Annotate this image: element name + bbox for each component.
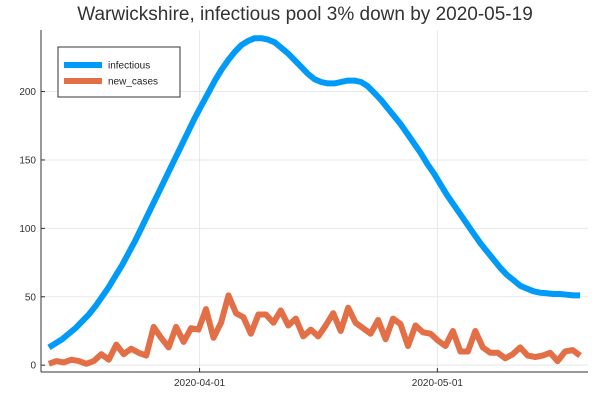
legend: infectious new_cases — [57, 46, 181, 98]
y-tick-label: 0 — [30, 361, 36, 372]
grid — [41, 30, 588, 372]
chart-title: Warwickshire, infectious pool 3% down by… — [77, 4, 533, 25]
y-tick-label: 100 — [19, 224, 36, 235]
y-ticks: 0 50 100 150 200 — [19, 87, 45, 372]
series-line-new-cases — [47, 292, 582, 367]
x-tick-label: 2020-04-01 — [174, 378, 226, 389]
x-tick-label: 2020-05-01 — [412, 378, 464, 389]
series-line-infectious — [47, 35, 581, 350]
legend-box — [57, 46, 181, 98]
y-tick-label: 200 — [19, 87, 36, 98]
x-ticks: 2020-04-01 2020-05-01 — [174, 368, 463, 389]
series — [47, 35, 582, 367]
legend-label-infectious: infectious — [108, 61, 150, 72]
y-tick-label: 50 — [25, 292, 37, 303]
y-tick-label: 150 — [19, 155, 36, 166]
legend-label-new-cases: new_cases — [108, 77, 158, 88]
